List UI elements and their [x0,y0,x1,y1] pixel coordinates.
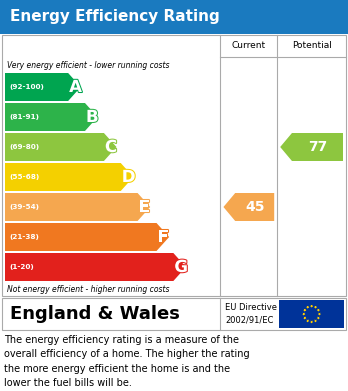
Text: F: F [158,228,169,246]
Text: Current: Current [232,41,266,50]
Text: (69-80): (69-80) [9,144,39,150]
Text: (55-68): (55-68) [9,174,39,180]
Text: Energy Efficiency Rating: Energy Efficiency Rating [10,9,220,25]
Text: EU Directive: EU Directive [226,303,277,312]
Text: G: G [174,258,188,276]
Polygon shape [314,306,317,309]
Text: (39-54): (39-54) [9,204,39,210]
Polygon shape [5,73,81,101]
Text: Very energy efficient - lower running costs: Very energy efficient - lower running co… [7,61,169,70]
Polygon shape [5,163,133,191]
Bar [0,0,348,34]
Text: The energy efficiency rating is a measure of the
overall efficiency of a home. T: The energy efficiency rating is a measur… [4,335,250,388]
Text: (1-20): (1-20) [9,264,34,270]
Text: D: D [122,168,135,186]
Polygon shape [5,253,186,281]
Polygon shape [317,317,320,319]
Text: Not energy efficient - higher running costs: Not energy efficient - higher running co… [7,285,169,294]
Text: E: E [139,198,150,216]
Polygon shape [317,309,320,312]
Polygon shape [5,133,117,161]
Polygon shape [314,319,317,323]
Polygon shape [5,103,97,131]
Polygon shape [280,133,343,161]
Polygon shape [306,306,309,309]
Text: Potential: Potential [292,41,332,50]
Polygon shape [5,223,169,251]
Text: (21-38): (21-38) [9,234,39,240]
Text: 45: 45 [245,200,264,214]
Text: A: A [69,78,82,96]
Polygon shape [303,317,306,319]
Text: (92-100): (92-100) [9,84,44,90]
Polygon shape [302,313,305,316]
Polygon shape [306,319,309,323]
Text: B: B [86,108,98,126]
Text: (81-91): (81-91) [9,114,39,120]
Text: 77: 77 [308,140,327,154]
Bar [279,300,344,328]
Polygon shape [303,309,306,312]
Text: England & Wales: England & Wales [10,305,180,323]
Polygon shape [223,193,274,221]
Bar [2,298,346,330]
Bar [2,35,346,296]
Text: 2002/91/EC: 2002/91/EC [226,316,274,325]
Polygon shape [5,193,150,221]
Polygon shape [318,313,321,316]
Polygon shape [310,305,313,308]
Text: C: C [105,138,117,156]
Polygon shape [310,321,313,323]
